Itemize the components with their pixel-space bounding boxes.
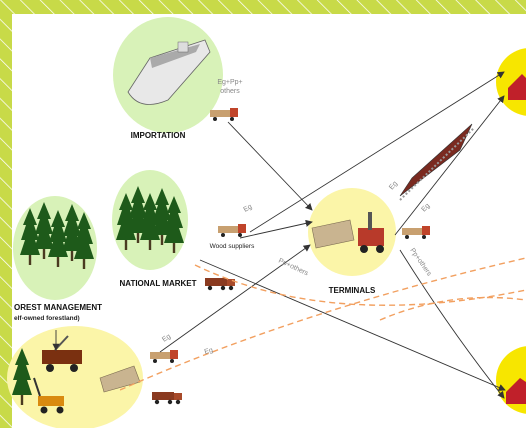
diagram: IMPORTATION Eg+Pp+ others NATIONAL MARKE… [0,0,526,428]
import-flow-label: others [220,88,240,95]
forest-sub-label: elf-owned forestland) [14,315,80,322]
market-label: NATIONAL MARKET [119,279,196,288]
importation-label: IMPORTATION [131,131,186,140]
terminals-label: TERMINALS [329,286,376,295]
page: {"labels": { "importation": "IMPORTATION… [0,0,526,428]
suppliers-label: Wood suppliers [210,243,255,250]
import-flow-label: Eg+Pp+ [217,79,242,86]
forest-label: OREST MANAGEMENT [14,303,102,312]
